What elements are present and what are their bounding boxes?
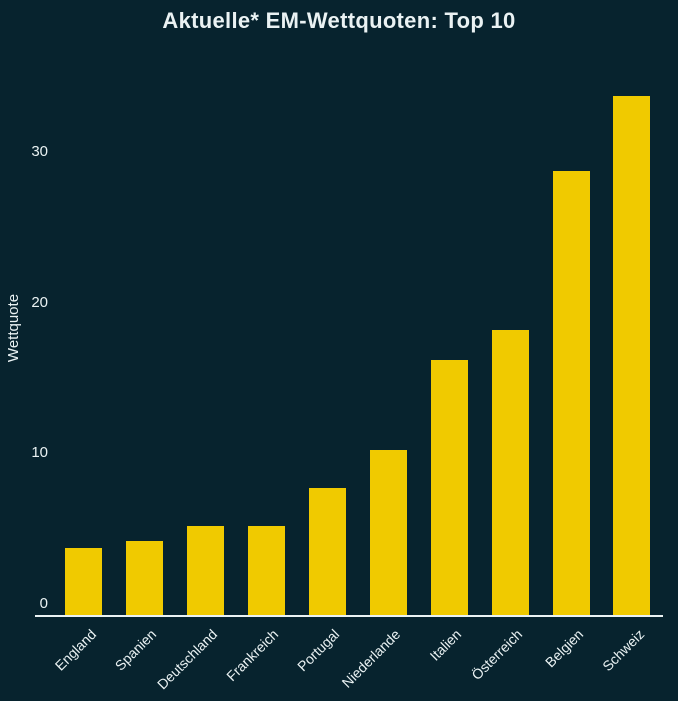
x-axis-line [35,615,663,617]
bar-schweiz [613,96,651,616]
bar-belgien [552,171,590,616]
bar-österreich [491,329,529,616]
bar-italien [430,359,468,616]
bar-england [65,548,102,616]
y-tick-label-0: 0 [39,595,48,612]
bar-spanien [125,540,163,616]
bar-frankreich [247,525,285,616]
y-tick-label-20: 20 [31,293,48,311]
bar-niederlande [369,450,407,616]
chart-title: Aktuelle* EM-Wettquoten: Top 10 [162,8,516,33]
y-tick-label-30: 30 [31,142,48,160]
bar-deutschland [186,525,224,616]
y-tick-label-10: 10 [31,444,48,462]
bar-portugal [308,487,346,616]
